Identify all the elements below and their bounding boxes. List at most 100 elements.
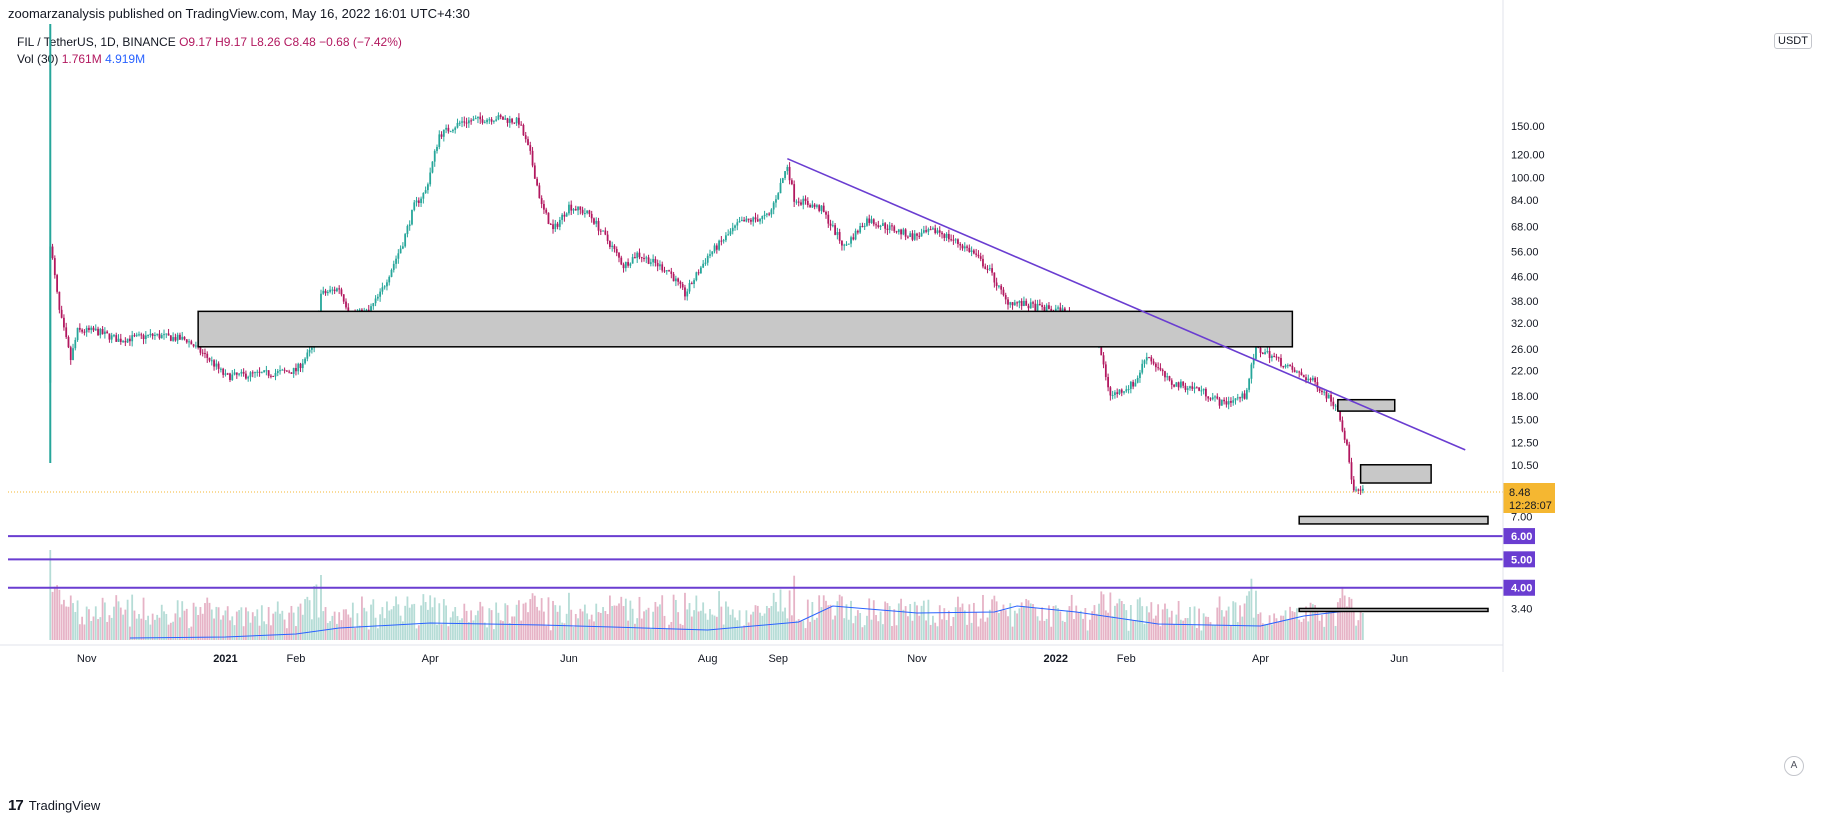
level-tag — [1503, 551, 1535, 568]
currency-label[interactable]: USDT — [1774, 33, 1812, 49]
candle-body — [458, 122, 461, 124]
candle-body — [306, 352, 309, 359]
candle-body — [877, 225, 880, 227]
candle-body — [326, 291, 329, 294]
volume-bar — [775, 601, 777, 640]
candle-body — [103, 331, 106, 334]
candle-body — [379, 291, 382, 297]
candle-body — [599, 230, 602, 232]
candle-body — [663, 270, 666, 272]
volume-bar — [738, 610, 741, 640]
candle-body — [634, 257, 636, 259]
volume-bar — [1270, 624, 1273, 640]
volume-bar — [593, 621, 595, 640]
volume-bar — [1198, 608, 1200, 640]
candle-body — [397, 253, 400, 259]
candle-body — [1325, 391, 1328, 399]
volume-legend[interactable]: Vol (30) 1.761M 4.919M — [17, 52, 145, 66]
volume-bar — [392, 606, 395, 640]
volume-bar — [595, 603, 598, 640]
volume-bar — [256, 609, 259, 640]
volume-bar — [331, 615, 334, 640]
volume-bar — [1218, 596, 1221, 640]
candle-body — [763, 214, 766, 217]
candle-body — [381, 287, 384, 292]
volume-bar — [1202, 613, 1205, 640]
volume-bar — [613, 605, 616, 640]
volume-bar — [1179, 619, 1182, 640]
candle-body — [988, 268, 991, 270]
volume-bar — [604, 611, 607, 640]
candle-body — [649, 262, 652, 264]
volume-bar — [1311, 604, 1314, 640]
candle-body — [374, 298, 377, 304]
volume-bar — [1343, 595, 1346, 640]
volume-bar — [427, 609, 429, 640]
symbol-legend[interactable]: FIL / TetherUS, 1D, BINANCE O9.17 H9.17 … — [17, 35, 402, 49]
volume-bar — [1061, 620, 1064, 640]
candle-body — [945, 233, 948, 238]
candle-body — [916, 233, 918, 236]
candle-body — [399, 248, 402, 254]
volume-bar — [78, 624, 81, 640]
candle-body — [433, 150, 436, 162]
candle-body — [333, 289, 336, 292]
volume-bar — [420, 605, 422, 640]
candle-body — [779, 182, 782, 194]
candle-body — [188, 341, 190, 343]
volume-bar — [224, 610, 227, 640]
candle-body — [522, 124, 525, 136]
volume-bar — [579, 608, 582, 640]
candle-body — [1236, 397, 1239, 399]
volume-bar — [879, 611, 882, 640]
candle-body — [133, 335, 136, 337]
candle-body — [1341, 420, 1344, 431]
candle-body — [292, 367, 295, 374]
volume-bar — [217, 607, 220, 640]
published-caption: zoomarzanalysis published on TradingView… — [8, 6, 470, 21]
y-tick-label: 84.00 — [1511, 195, 1539, 207]
countdown-label: 12:28:07 — [1509, 500, 1552, 512]
volume-bar — [881, 624, 884, 640]
candle-body — [467, 120, 470, 124]
volume-bar — [317, 617, 320, 640]
candle-body — [165, 333, 168, 335]
volume-bar — [1120, 601, 1123, 640]
candle-body — [1361, 488, 1364, 491]
volume-bar — [1109, 592, 1112, 640]
candle-body — [513, 122, 516, 124]
auto-scale-button[interactable]: A — [1784, 756, 1804, 776]
volume-bar — [299, 603, 302, 640]
volume-bar — [456, 616, 459, 640]
candle-body — [310, 347, 313, 350]
volume-bar — [1038, 620, 1041, 640]
candle-body — [554, 223, 557, 230]
candle-body — [627, 262, 629, 266]
candle-body — [1241, 393, 1244, 399]
candle-body — [938, 230, 941, 233]
volume-bar — [135, 618, 138, 640]
volume-bar — [1002, 604, 1005, 640]
candle-body — [622, 264, 625, 269]
candle-body — [1186, 388, 1189, 390]
volume-bar — [1305, 606, 1307, 640]
candle-body — [474, 118, 477, 120]
volume-bar — [1125, 610, 1128, 640]
candle-body — [579, 206, 582, 210]
candle-body — [606, 234, 609, 241]
candle-body — [169, 335, 172, 341]
volume-bar — [729, 614, 732, 640]
volume-bar — [927, 599, 930, 640]
volume-bar — [540, 598, 543, 640]
volume-bar — [793, 575, 796, 640]
candle-body — [229, 373, 231, 381]
x-tick-label: Feb — [286, 653, 305, 665]
volume-bar — [1104, 610, 1107, 640]
volume-bar — [645, 609, 648, 640]
candle-body — [454, 127, 457, 130]
symbol-name[interactable]: FIL / TetherUS, 1D, BINANCE — [17, 35, 176, 49]
volume-bar — [638, 596, 641, 640]
volume-bar — [108, 615, 111, 640]
candle-body — [777, 193, 780, 200]
